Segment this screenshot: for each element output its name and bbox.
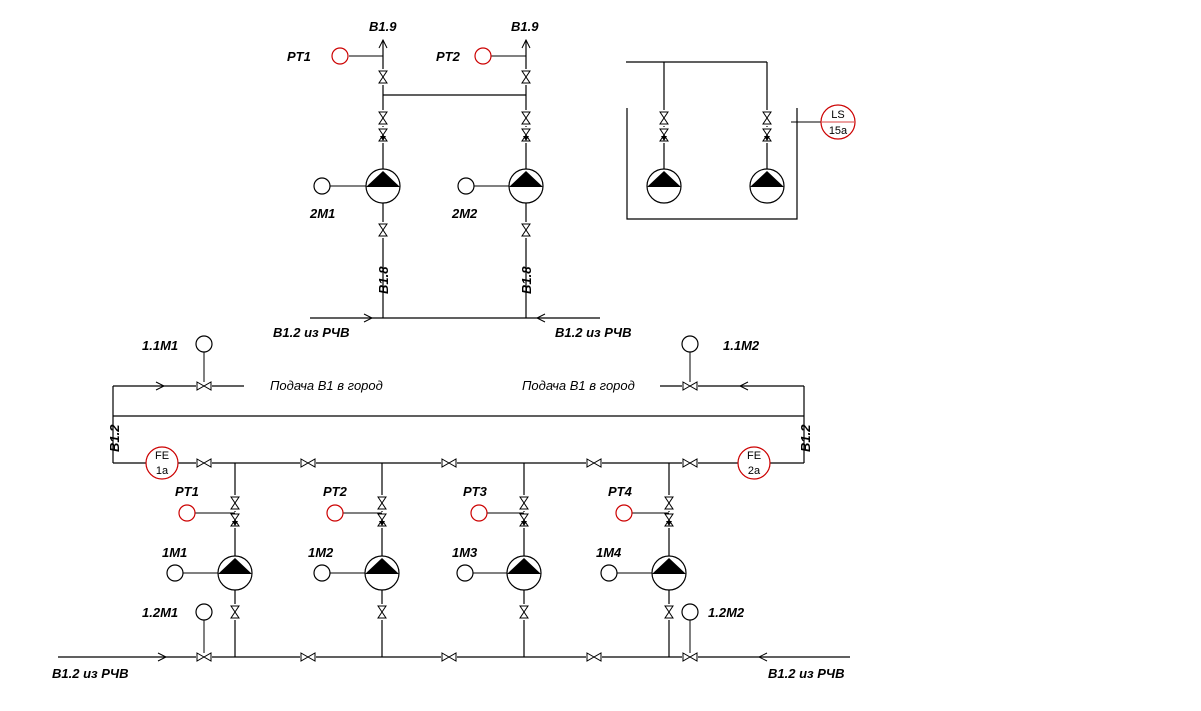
pt1-lower-gauge-icon xyxy=(178,504,196,522)
upper-outlet-label-2: В1.9 xyxy=(511,19,539,34)
valve-motor-1-2m2-icon xyxy=(681,603,699,621)
header-right-label: В1.2 xyxy=(798,424,813,452)
flow-meter-fe2a-icon xyxy=(737,446,771,480)
supply-left-label: Подача В1 в город xyxy=(270,378,383,393)
tank-outline xyxy=(626,108,798,220)
motor-2m2-icon xyxy=(457,177,475,195)
lower-motor-1-label: 1M1 xyxy=(162,545,187,560)
pt2-lower-gauge-icon xyxy=(326,504,344,522)
valve-motor-1-1m1-icon xyxy=(195,335,213,353)
fe-left-number: 1a xyxy=(156,465,169,477)
fe-right-number: 2a xyxy=(748,465,761,477)
lower-motor-4-label: 1M4 xyxy=(596,545,622,560)
pt2-upper-gauge-icon xyxy=(474,47,492,65)
pump-2m1-icon xyxy=(365,168,401,204)
upper-inlet-right-label: В1.2 из РЧВ xyxy=(555,325,632,340)
level-switch-number: 15a xyxy=(829,125,848,137)
pt4-lower-gauge-icon xyxy=(615,504,633,522)
motor-1m3-icon xyxy=(456,564,474,582)
pt3-lower-gauge-icon xyxy=(470,504,488,522)
lower-motor-3-label: 1M3 xyxy=(452,545,478,560)
upper-pt1-label: PT1 xyxy=(287,49,311,64)
upper-suction-label-2: В1.8 xyxy=(519,266,534,294)
upper-pt2-label: PT2 xyxy=(436,49,461,64)
pump-1m1-icon xyxy=(217,555,253,591)
valve-motor-1-2m1-icon xyxy=(195,603,213,621)
upper-motor-2-label: 2M2 xyxy=(451,206,478,221)
motor-2m1-icon xyxy=(313,177,331,195)
lower-pt2-label: PT2 xyxy=(323,484,348,499)
valve-motor-1-1m1-label: 1.1M1 xyxy=(142,338,178,353)
fe-right-tag: FE xyxy=(747,450,761,462)
pump-1m4-icon xyxy=(651,555,687,591)
submersible-pump-1-icon xyxy=(646,168,682,204)
motor-1m4-icon xyxy=(600,564,618,582)
pump-1m2-icon xyxy=(364,555,400,591)
valve-motor-1-2m2-label: 1.2M2 xyxy=(708,605,745,620)
supply-right-label: Подача В1 в город xyxy=(522,378,635,393)
lower-pump-group: 1.1M1 1.1M2 Подача В1 в город Подача В1 … xyxy=(52,335,850,681)
pump-1m3-icon xyxy=(506,555,542,591)
tank-group: LS 15a xyxy=(626,61,856,220)
upper-outlet-label-1: В1.9 xyxy=(369,19,397,34)
lower-inlet-right-label: В1.2 из РЧВ xyxy=(768,666,845,681)
lower-pt1-label: PT1 xyxy=(175,484,199,499)
pump-2m2-icon xyxy=(508,168,544,204)
level-switch-tag: LS xyxy=(831,109,844,121)
motor-1m1-icon xyxy=(166,564,184,582)
motor-1m2-icon xyxy=(313,564,331,582)
upper-inlet-left-label: В1.2 из РЧВ xyxy=(273,325,350,340)
valve-motor-1-2m1-label: 1.2M1 xyxy=(142,605,178,620)
valve-motor-1-1m2-label: 1.1M2 xyxy=(723,338,760,353)
lower-pt4-label: PT4 xyxy=(608,484,633,499)
upper-motor-1-label: 2M1 xyxy=(309,206,335,221)
lower-inlet-left-label: В1.2 из РЧВ xyxy=(52,666,129,681)
flow-meter-fe1a-icon xyxy=(145,446,179,480)
header-left-label: В1.2 xyxy=(107,424,122,452)
upper-pump-group: В1.9 В1.9 PT1 PT2 2M1 2M2 В1.8 В1.8 В1.2… xyxy=(273,19,632,340)
valve-motor-1-1m2-icon xyxy=(681,335,699,353)
fe-left-tag: FE xyxy=(155,450,169,462)
lower-pt3-label: PT3 xyxy=(463,484,488,499)
submersible-pump-2-icon xyxy=(749,168,785,204)
upper-suction-label-1: В1.8 xyxy=(376,266,391,294)
lower-motor-2-label: 1M2 xyxy=(308,545,334,560)
pt1-upper-gauge-icon xyxy=(331,47,349,65)
